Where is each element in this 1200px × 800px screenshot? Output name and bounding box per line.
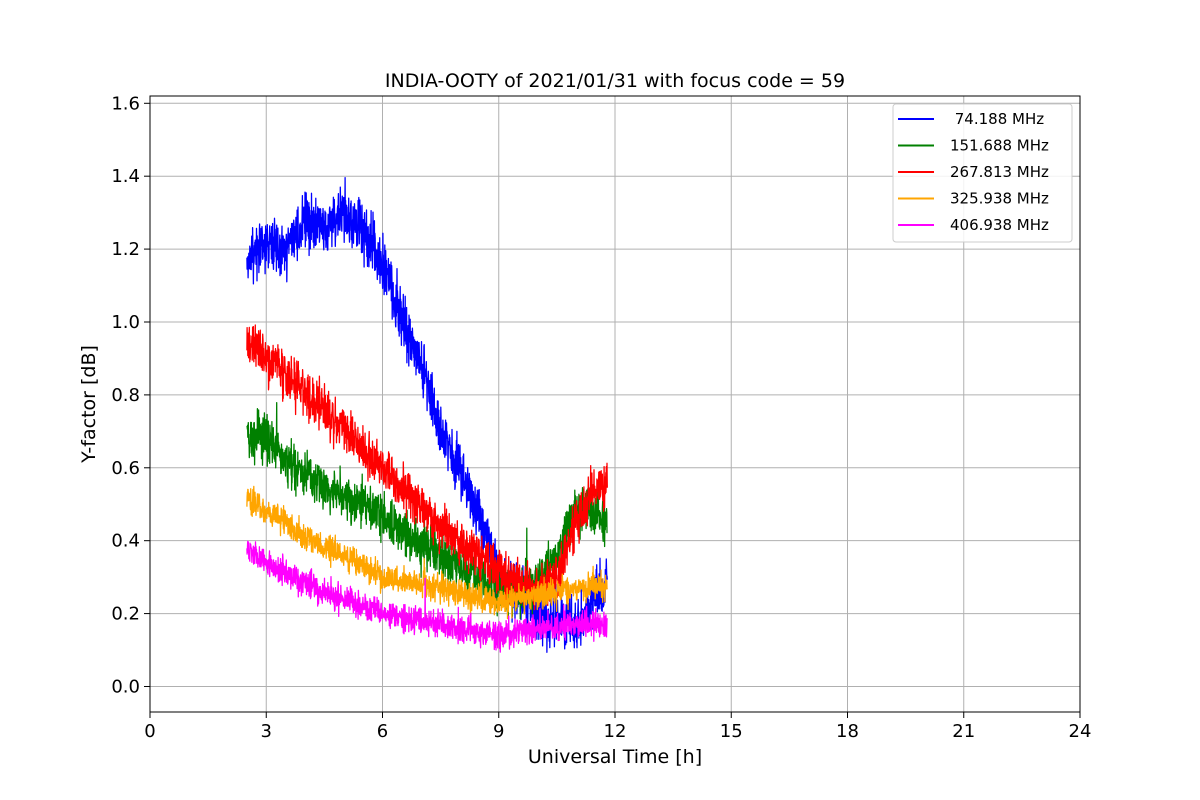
legend-label: 406.938 MHz [950, 216, 1049, 234]
x-tick-label: 0 [144, 721, 155, 742]
legend-box [892, 103, 1073, 243]
series-line-4 [246, 485, 608, 620]
x-axis-label: Universal Time [h] [528, 746, 702, 768]
x-tick-label: 21 [952, 721, 975, 742]
y-axis: 0.0 0.2 0.4 0.6 0.8 1.0 1.2 1.4 1.6 [111, 93, 150, 697]
legend-label: 151.688 MHz [950, 137, 1049, 155]
y-axis-label: Y-factor [dB] [78, 345, 100, 464]
y-tick-label: 1.2 [111, 239, 140, 260]
x-tick-label: 24 [1069, 721, 1092, 742]
x-tick-label: 12 [604, 721, 627, 742]
series-line-5 [246, 540, 608, 653]
y-tick-label: 1.4 [111, 166, 140, 187]
y-tick-label: 0.4 [111, 531, 140, 552]
y-tick-label: 0.8 [111, 385, 140, 406]
y-tick-label: 1.6 [111, 93, 140, 114]
y-tick-label: 0.0 [111, 676, 140, 697]
chart-title: INDIA-OOTY of 2021/01/31 with focus code… [385, 70, 845, 92]
legend-label: 267.813 MHz [950, 163, 1049, 181]
series-layer [246, 176, 608, 653]
x-tick-label: 15 [720, 721, 743, 742]
x-tick-label: 6 [377, 721, 388, 742]
y-tick-label: 0.6 [111, 458, 140, 479]
x-tick-label: 18 [836, 721, 859, 742]
y-tick-label: 1.0 [111, 312, 140, 333]
y-tick-label: 0.2 [111, 604, 140, 625]
legend: 74.188 MHz 151.688 MHz 267.813 MHz 325.938 … [892, 103, 1073, 243]
legend-label: 325.938 MHz [950, 190, 1049, 208]
x-tick-label: 9 [493, 721, 504, 742]
x-tick-label: 3 [261, 721, 272, 742]
x-axis: 0 3 6 9 12 15 18 21 24 [144, 712, 1091, 742]
legend-items: 74.188 MHz 151.688 MHz 267.813 MHz 325.938 … [898, 110, 1049, 234]
legend-label: 74.188 MHz [950, 110, 1044, 128]
